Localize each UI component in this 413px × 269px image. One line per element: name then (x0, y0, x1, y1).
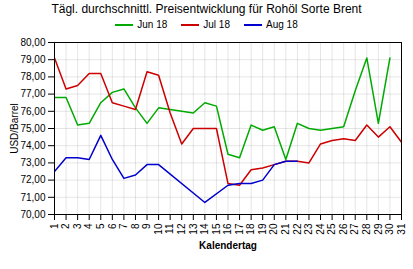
svg-text:13: 13 (188, 223, 199, 235)
svg-text:4: 4 (83, 223, 94, 229)
svg-text:14: 14 (199, 223, 210, 235)
svg-text:24: 24 (315, 223, 326, 235)
html-text:Jun 18: Jun 18 (137, 19, 168, 30)
svg-text:72,00: 72,00 (20, 174, 45, 185)
svg-text:16: 16 (222, 223, 233, 235)
svg-text:6: 6 (107, 223, 118, 229)
svg-text:26: 26 (338, 223, 349, 235)
svg-text:22: 22 (292, 223, 303, 235)
svg-text:79,00: 79,00 (20, 54, 45, 65)
svg-text:9: 9 (141, 223, 152, 229)
svg-text:70,00: 70,00 (20, 209, 45, 220)
svg-text:23: 23 (303, 223, 314, 235)
svg-text:11: 11 (164, 223, 175, 234)
svg-text:20: 20 (268, 223, 279, 235)
svg-text:25: 25 (326, 223, 337, 235)
svg-text:71,00: 71,00 (20, 192, 45, 203)
svg-text:78,00: 78,00 (20, 71, 45, 82)
svg-text:77,00: 77,00 (20, 88, 45, 99)
svg-text:75,00: 75,00 (20, 123, 45, 134)
svg-text:30: 30 (384, 223, 395, 235)
svg-text:10: 10 (153, 223, 164, 235)
svg-text:27: 27 (349, 223, 360, 235)
svg-text:12: 12 (176, 223, 187, 235)
svg-text:19: 19 (257, 223, 268, 235)
html-text:Tägl. durchschnittl. Preisentw: Tägl. durchschnittl. Preisentwicklung fü… (51, 2, 362, 16)
svg-text:73,00: 73,00 (20, 157, 45, 168)
svg-text:5: 5 (95, 223, 106, 229)
svg-text:18: 18 (245, 223, 256, 235)
svg-text:21: 21 (280, 223, 291, 235)
svg-text:15: 15 (211, 223, 222, 235)
html-text:Jul 18: Jul 18 (203, 19, 230, 30)
svg-text:USD/Barrel: USD/Barrel (9, 103, 20, 154)
svg-text:31: 31 (396, 223, 407, 235)
svg-text:Kalendertag: Kalendertag (199, 240, 257, 251)
svg-text:80,00: 80,00 (20, 37, 45, 48)
svg-text:2: 2 (60, 223, 71, 229)
svg-text:3: 3 (72, 223, 83, 229)
svg-text:17: 17 (234, 223, 245, 235)
svg-text:29: 29 (373, 223, 384, 235)
svg-text:76,00: 76,00 (20, 106, 45, 117)
svg-text:7: 7 (118, 223, 129, 229)
svg-text:1: 1 (49, 223, 60, 229)
svg-text:8: 8 (130, 223, 141, 229)
html-text:Aug 18: Aug 18 (266, 19, 298, 30)
svg-text:28: 28 (361, 223, 372, 235)
svg-text:74,00: 74,00 (20, 140, 45, 151)
